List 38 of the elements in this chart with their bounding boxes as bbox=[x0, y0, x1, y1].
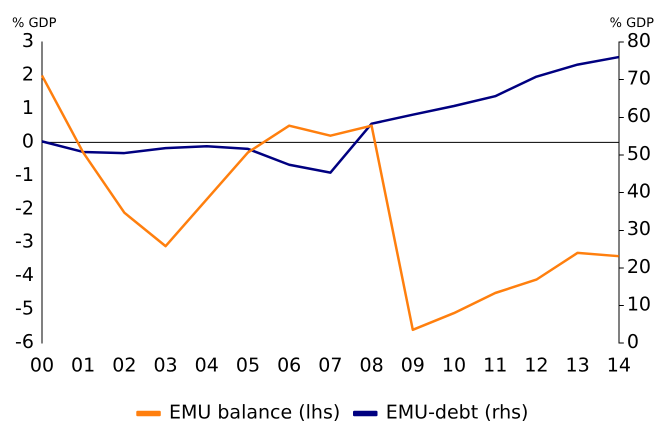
y2-tick-label: 20 bbox=[626, 256, 652, 278]
x-tick-label: 08 bbox=[359, 354, 384, 377]
y-tick-label: -5 bbox=[14, 298, 34, 320]
y-axis-title: % GDP bbox=[12, 16, 57, 31]
y2-tick-label: 80 bbox=[626, 30, 652, 52]
y-tick-label: 2 bbox=[22, 63, 34, 86]
x-tick-label: 00 bbox=[30, 354, 54, 377]
y2-axis-title: % GDP bbox=[610, 16, 654, 31]
legend-label: EMU-debt (rhs) bbox=[386, 401, 528, 424]
y-tick-label: -3 bbox=[14, 230, 34, 253]
y-tick-label: 1 bbox=[22, 96, 34, 119]
x-tick-label: 12 bbox=[524, 354, 549, 377]
x-tick-label: 02 bbox=[112, 354, 136, 377]
legend-label: EMU balance (lhs) bbox=[169, 401, 340, 424]
x-tick-label: 14 bbox=[606, 354, 631, 377]
y2-tick-label: 40 bbox=[626, 180, 652, 203]
y2-tick-label: 0 bbox=[626, 331, 639, 354]
y2-tick-label: 70 bbox=[626, 68, 652, 90]
x-tick-label: 10 bbox=[442, 354, 466, 377]
y-tick-label: -4 bbox=[14, 264, 34, 286]
x-tick-label: 13 bbox=[566, 354, 590, 377]
y-tick-label: -2 bbox=[14, 197, 34, 220]
x-tick-label: 04 bbox=[194, 354, 219, 377]
y-tick-label: -6 bbox=[14, 331, 34, 354]
x-tick-label: 07 bbox=[318, 354, 342, 377]
x-tick-label: 01 bbox=[71, 354, 96, 377]
x-tick-label: 03 bbox=[153, 354, 178, 377]
y2-tick-label: 60 bbox=[626, 105, 652, 128]
x-tick-label: 06 bbox=[277, 354, 302, 377]
y-tick-label: -1 bbox=[14, 164, 34, 186]
y-tick-label: 0 bbox=[22, 130, 34, 152]
y2-tick-label: 10 bbox=[626, 293, 652, 316]
y-tick-label: 3 bbox=[22, 30, 34, 52]
y2-tick-label: 50 bbox=[626, 142, 652, 165]
x-tick-label: 09 bbox=[400, 354, 425, 377]
y2-tick-label: 30 bbox=[626, 218, 652, 240]
x-tick-label: 05 bbox=[236, 354, 260, 377]
x-tick-label: 11 bbox=[483, 354, 508, 377]
